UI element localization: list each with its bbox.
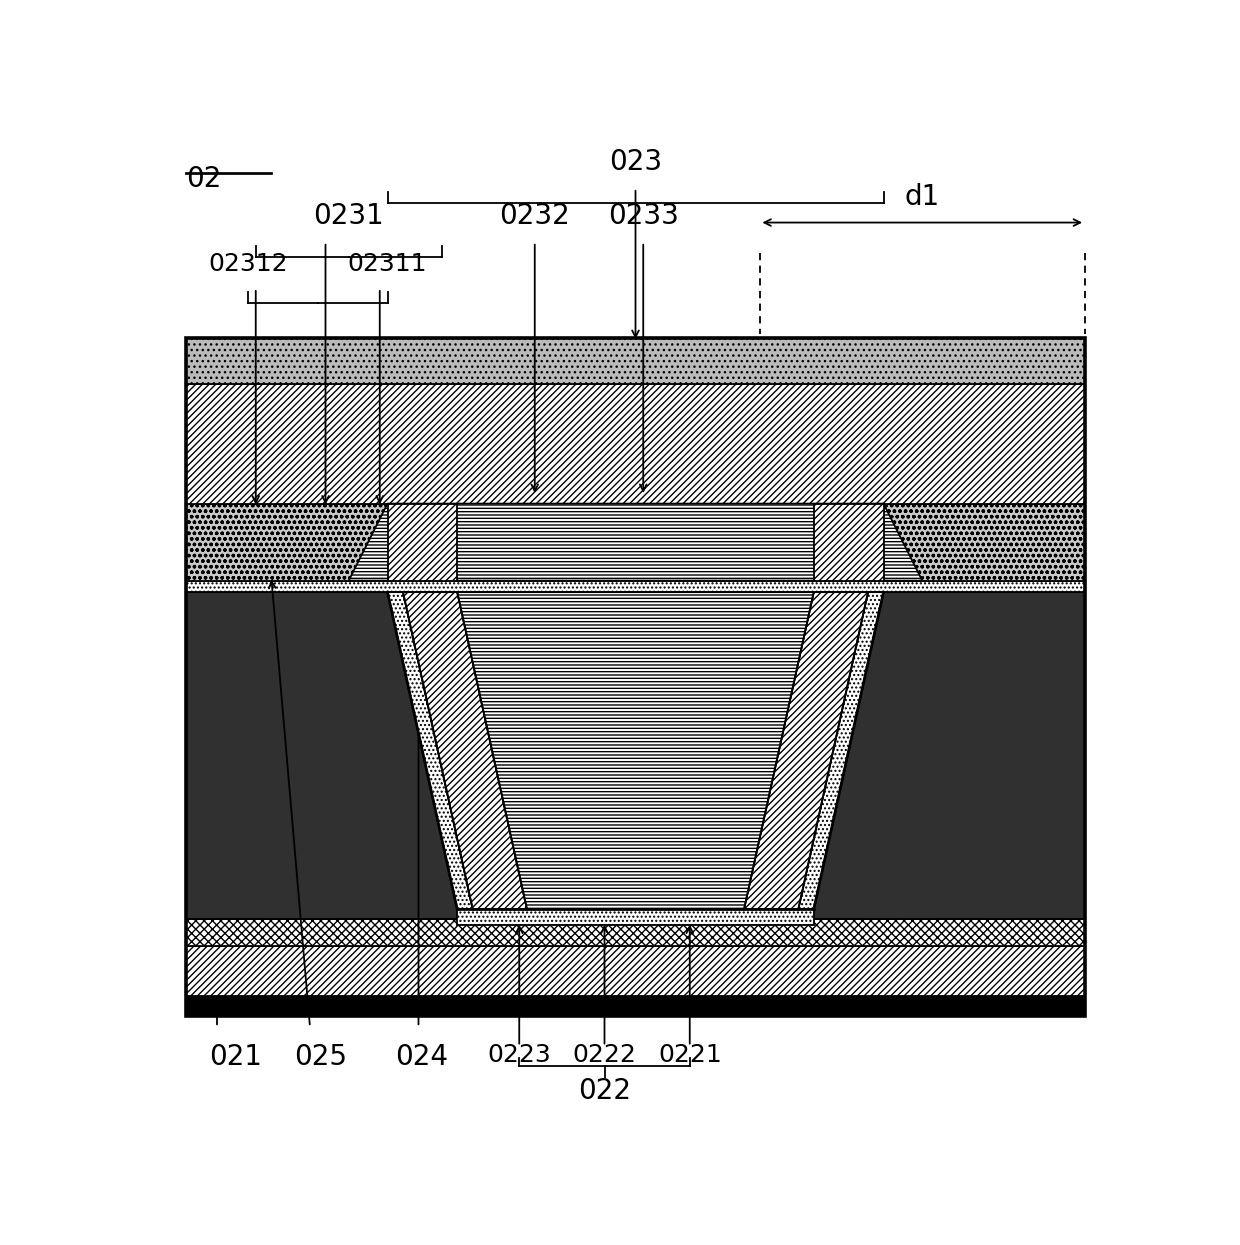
Text: 0231: 0231 — [314, 202, 384, 230]
Polygon shape — [387, 503, 458, 580]
Polygon shape — [799, 593, 883, 909]
Bar — [883, 503, 1085, 580]
Text: 021: 021 — [210, 1042, 262, 1071]
Polygon shape — [813, 503, 883, 580]
Bar — [186, 339, 1085, 385]
Bar — [186, 919, 1085, 946]
Text: 025: 025 — [295, 1042, 347, 1071]
Text: 0233: 0233 — [608, 202, 678, 230]
Bar — [186, 339, 1085, 1016]
Text: 02: 02 — [186, 164, 222, 193]
Text: 023: 023 — [609, 148, 662, 177]
Text: 0223: 0223 — [487, 1042, 551, 1067]
Text: 022: 022 — [578, 1077, 631, 1106]
Text: d1: d1 — [905, 183, 940, 210]
Bar — [186, 996, 1085, 1016]
Polygon shape — [744, 593, 868, 909]
Bar — [186, 593, 1085, 919]
Text: 024: 024 — [396, 1042, 448, 1071]
Polygon shape — [458, 593, 813, 909]
Polygon shape — [403, 593, 527, 909]
Text: 0222: 0222 — [573, 1042, 636, 1067]
Bar — [186, 503, 387, 580]
Bar — [186, 580, 1085, 593]
Text: 0232: 0232 — [500, 202, 570, 230]
Text: 02311: 02311 — [347, 253, 428, 276]
Bar — [186, 946, 1085, 996]
Text: 02312: 02312 — [208, 253, 288, 276]
Bar — [458, 909, 813, 925]
Polygon shape — [348, 503, 923, 580]
Bar — [186, 385, 1085, 503]
Polygon shape — [387, 593, 472, 909]
Text: 0221: 0221 — [658, 1042, 722, 1067]
